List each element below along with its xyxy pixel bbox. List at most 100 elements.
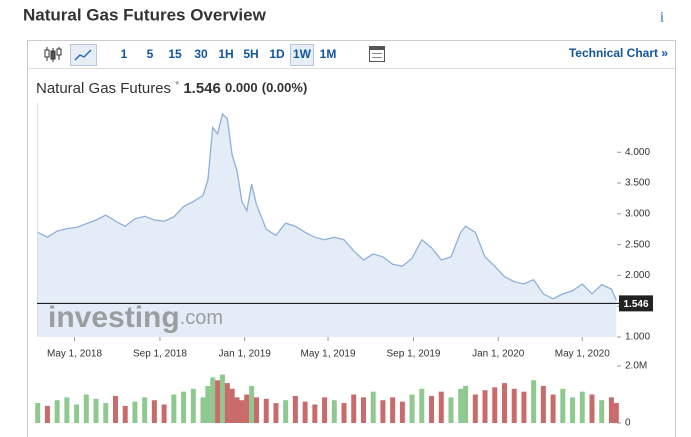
volume-bar (44, 405, 50, 423)
volume-bar (579, 391, 585, 423)
volume-bar (253, 397, 259, 423)
volume-bar (239, 400, 245, 423)
y-tick-label: 3.500 (625, 178, 650, 189)
volume-bar (511, 388, 517, 423)
volume-bar (273, 403, 279, 423)
calendar-icon[interactable] (369, 46, 385, 62)
x-tick-label: Jan 1, 2020 (472, 349, 525, 360)
interval-button[interactable]: 1W (293, 47, 312, 61)
volume-bar (550, 394, 556, 423)
volume-bar (458, 388, 464, 423)
watermark-suffix: .com (180, 307, 223, 329)
interval-button[interactable]: 1H (218, 47, 233, 61)
interval-button[interactable]: 1M (320, 47, 337, 61)
volume-bar (83, 394, 89, 423)
y-tick-label: 2.500 (625, 239, 650, 250)
current-price-label: 1.546 (623, 299, 648, 310)
volume-bar (171, 394, 177, 423)
interval-button[interactable]: 1D (269, 47, 285, 61)
volume-bar (570, 397, 576, 423)
line-icon-active[interactable] (70, 44, 97, 66)
volume-bar (351, 394, 357, 423)
volume-bar (219, 374, 225, 423)
y-tick-label: 0 (625, 418, 631, 429)
volume-bar (608, 397, 614, 423)
y-tick-label: 1.000 (625, 332, 650, 343)
volume-bar (215, 380, 221, 423)
volume-bar (589, 394, 595, 423)
interval-button[interactable]: 5H (243, 47, 258, 61)
volume-bar (234, 397, 240, 423)
interval-button[interactable]: 1 (121, 47, 128, 61)
volume-bar (302, 401, 308, 423)
volume-bar (409, 394, 415, 423)
volume-bar (540, 385, 546, 423)
volume-bar (599, 400, 605, 423)
volume-bar (312, 404, 318, 423)
price-area (37, 114, 617, 337)
volume-bar (521, 391, 527, 423)
volume-bar (283, 400, 289, 423)
current-price-badge (619, 295, 653, 312)
volume-bar (482, 390, 488, 423)
x-tick-label: Sep 1, 2019 (387, 349, 441, 360)
y-tick-label: 3.000 (625, 208, 650, 219)
volume-bar (132, 401, 138, 423)
line-icon[interactable] (74, 49, 92, 61)
info-button[interactable] (654, 7, 671, 27)
volume-bar (380, 400, 386, 423)
volume-bar (151, 400, 157, 423)
interval-button[interactable]: 30 (194, 47, 208, 61)
chart-frame (27, 40, 676, 437)
volume-bar (244, 394, 250, 423)
volume-bar (263, 398, 269, 423)
volume-bar (399, 401, 405, 423)
interval-button[interactable]: 15 (168, 47, 182, 61)
volume-bar (181, 391, 187, 423)
volume-bar (229, 388, 235, 423)
x-tick-label: May 1, 2018 (47, 349, 102, 360)
volume-bar (341, 403, 347, 423)
volume-bar (463, 385, 469, 423)
price-line (37, 112, 617, 301)
volume-bar (331, 400, 337, 423)
volume-bar (560, 388, 566, 423)
x-tick-label: Jan 1, 2019 (219, 349, 272, 360)
volume-bar (93, 398, 99, 423)
volume-bar (54, 400, 60, 423)
interval-button[interactable]: 5 (147, 47, 154, 61)
y-tick-label: 2.000 (625, 270, 650, 281)
volume-bar (64, 397, 70, 423)
candle-icon[interactable] (44, 47, 62, 62)
quote-line: Natural Gas Futures * 1.546 0.000 (0.00%… (36, 76, 307, 97)
volume-bar (122, 405, 128, 423)
volume-bar (322, 397, 328, 423)
volume-bar (360, 397, 366, 423)
volume-bar (613, 403, 619, 423)
volume-bar (112, 395, 118, 423)
instrument-name: Natural Gas Futures (36, 80, 171, 97)
volume-bar (200, 397, 206, 423)
y-tick-label: 2.0M (625, 361, 647, 372)
volume-bar (419, 388, 425, 423)
quote-price: 1.546 (183, 80, 221, 97)
volume-bar (438, 391, 444, 423)
volume-bar (249, 385, 255, 423)
volume-bar (103, 403, 109, 423)
delay-marker: * (175, 80, 179, 91)
y-tick-label: 4.000 (625, 147, 650, 158)
technical-chart-link[interactable]: Technical Chart » (569, 46, 668, 60)
x-tick-label: Sep 1, 2018 (133, 349, 187, 360)
volume-bar (74, 404, 80, 423)
volume-bar (390, 397, 396, 423)
volume-bar (224, 383, 230, 423)
volume-bar (35, 403, 41, 423)
watermark-brand: investing (48, 301, 180, 334)
info-icon[interactable]: i (660, 9, 664, 25)
x-tick-label: May 1, 2019 (301, 349, 356, 360)
interval-active[interactable] (290, 44, 314, 66)
quote-change-pct: (0.00%) (262, 80, 308, 95)
volume-bar (190, 388, 196, 423)
